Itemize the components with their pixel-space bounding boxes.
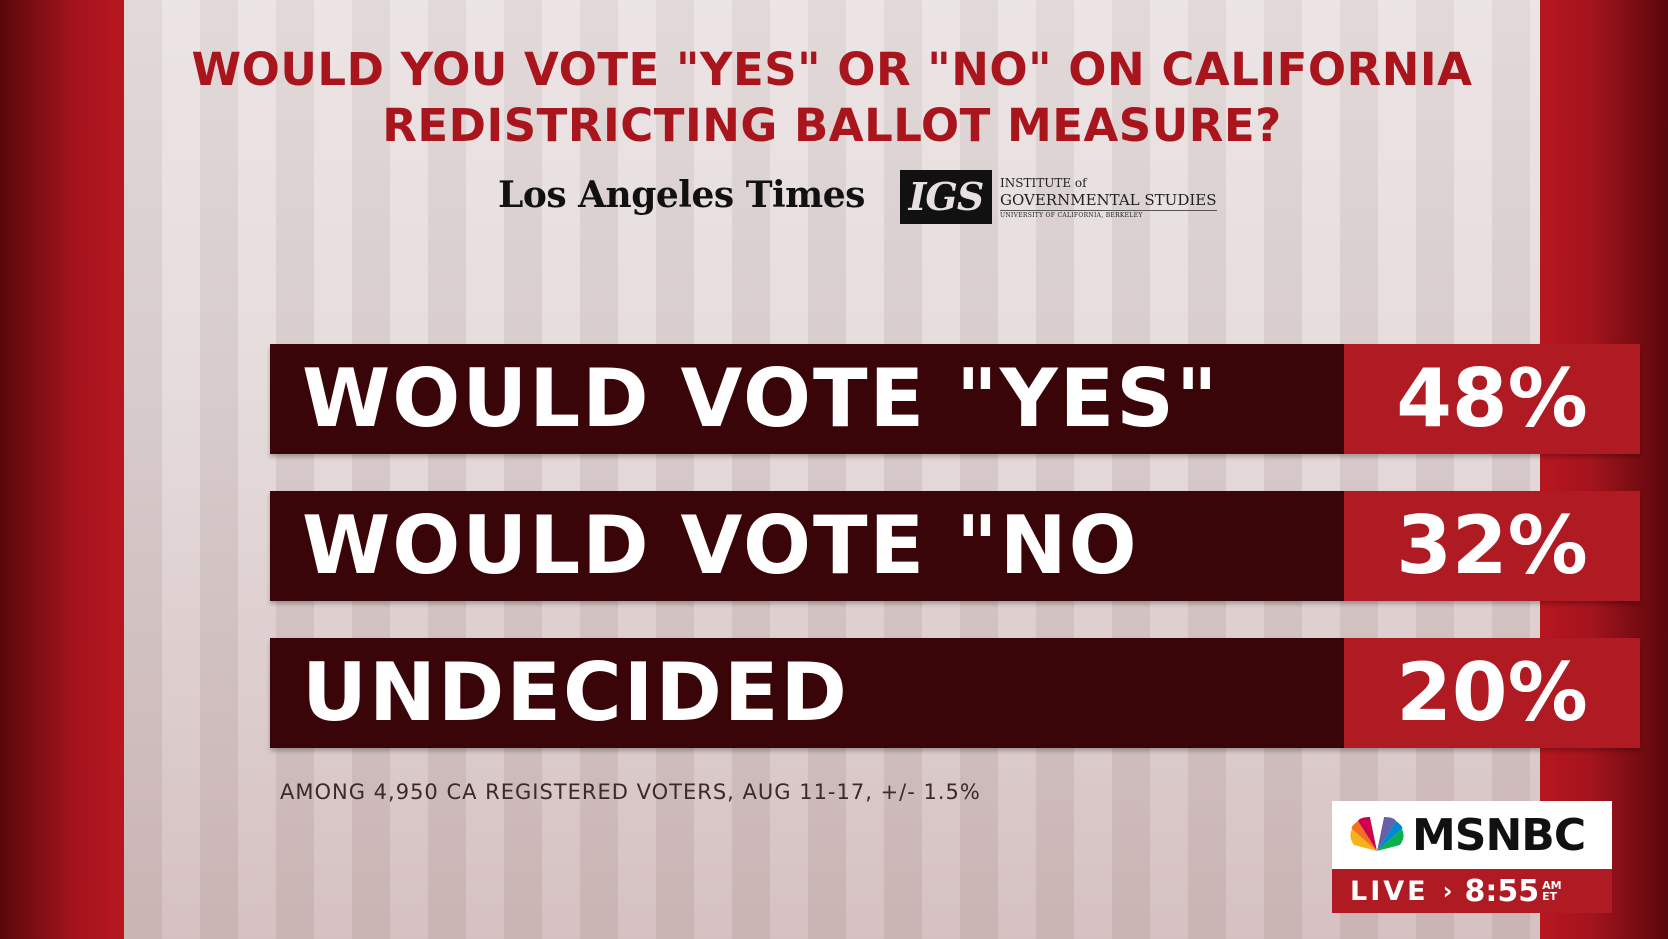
right-red-border (1540, 0, 1668, 939)
left-red-border (0, 0, 124, 939)
igs-logo-mark: IGS (900, 170, 992, 224)
source-logos: Los Angeles Times IGS INSTITUTE of GOVER… (124, 170, 1540, 230)
network-logo: MSNBC (1332, 801, 1612, 869)
peacock-icon (1350, 817, 1404, 851)
la-times-logo: Los Angeles Times (498, 174, 865, 216)
broadcast-time: 8:55 (1464, 873, 1540, 909)
time-zone: AM ET (1542, 880, 1561, 902)
result-label: UNDECIDED (270, 638, 1344, 748)
result-label: WOULD VOTE "YES" (270, 344, 1344, 454)
result-value: 20% (1344, 638, 1640, 748)
am-pm-label: AM (1542, 879, 1562, 892)
live-time-bar: LIVE › 8:55 AM ET (1332, 869, 1612, 913)
igs-line-2: GOVERNMENTAL STUDIES (1000, 191, 1217, 209)
result-label: WOULD VOTE "NO (270, 491, 1344, 601)
result-value: 32% (1344, 491, 1640, 601)
result-value: 48% (1344, 344, 1640, 454)
result-row-yes: WOULD VOTE "YES" 48% (270, 344, 1640, 454)
graphic-panel: WOULD YOU VOTE "YES" OR "NO" ON CALIFORN… (124, 0, 1640, 939)
network-name: MSNBC (1412, 809, 1586, 861)
poll-footnote: AMONG 4,950 CA REGISTERED VOTERS, AUG 11… (280, 780, 981, 804)
igs-line-3: UNIVERSITY OF CALIFORNIA, BERKELEY (1000, 210, 1217, 221)
title-line-1: WOULD YOU VOTE "YES" OR "NO" ON CALIFORN… (191, 43, 1473, 96)
live-label: LIVE (1350, 875, 1429, 907)
et-label: ET (1542, 890, 1558, 903)
igs-logo-text: INSTITUTE of GOVERNMENTAL STUDIES UNIVER… (1000, 176, 1217, 221)
title-line-2: REDISTRICTING BALLOT MEASURE? (382, 99, 1282, 152)
igs-line-1: INSTITUTE of (1000, 176, 1087, 190)
result-row-no: WOULD VOTE "NO 32% (270, 491, 1640, 601)
result-row-undecided: UNDECIDED 20% (270, 638, 1640, 748)
poll-question-title: WOULD YOU VOTE "YES" OR "NO" ON CALIFORN… (124, 42, 1540, 154)
msnbc-live-bug: MSNBC LIVE › 8:55 AM ET (1332, 801, 1612, 913)
chevron-right-icon: › (1442, 877, 1453, 905)
